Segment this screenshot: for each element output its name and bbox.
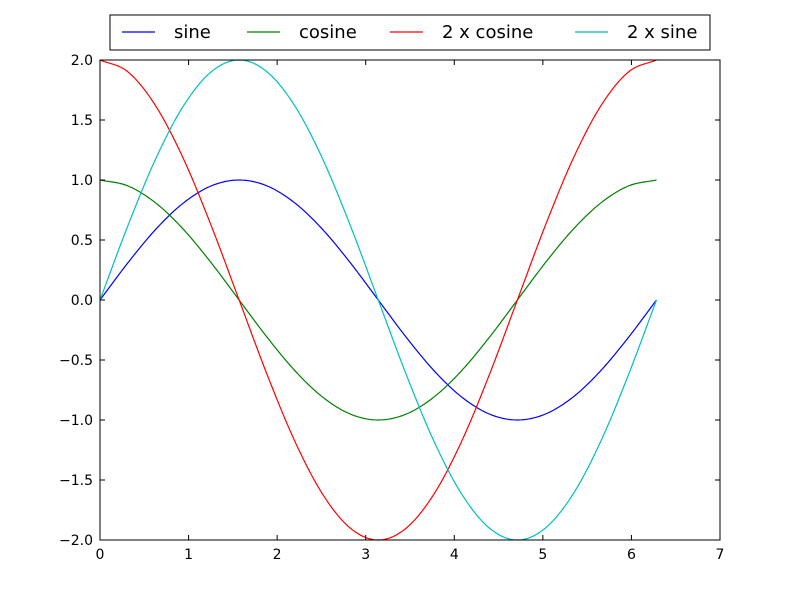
x-tick-label: 4	[450, 547, 459, 563]
x-tick-label: 6	[627, 547, 636, 563]
legend-label-0: sine	[174, 22, 211, 43]
ticks-layer: 0 1 2 3 4 5 6 7 −2.0 −1.5 −1.0 −0.5 0.0 0.5 1.0 1.5 2.0	[59, 53, 724, 563]
y-tick-label: 1.5	[71, 113, 93, 129]
x-tick-label: 7	[716, 547, 725, 563]
y-tick-label: −1.5	[59, 473, 93, 489]
y-tick-label: −2.0	[59, 533, 93, 549]
legend-label-3: 2 x sine	[627, 22, 697, 43]
y-tick-label: 1.0	[71, 173, 93, 189]
y-tick-label: 2.0	[71, 53, 93, 69]
x-tick-label: 3	[361, 547, 370, 563]
legend-label-1: cosine	[299, 22, 357, 43]
legend-label-2: 2 x cosine	[442, 22, 533, 43]
series-line-3	[99, 59, 658, 541]
x-tick-label: 0	[96, 547, 105, 563]
plot-area	[100, 60, 720, 540]
legend: sine cosine 2 x cosine 2 x sine	[109, 14, 711, 51]
y-tick-label: 0.0	[71, 293, 93, 309]
x-tick-label: 5	[538, 547, 547, 563]
y-tick-label: −0.5	[59, 353, 93, 369]
series-line-1	[99, 179, 657, 421]
x-tick-label: 1	[184, 547, 193, 563]
x-tick-label: 2	[273, 547, 282, 563]
y-tick-label: 0.5	[71, 233, 93, 249]
y-tick-label: −1.0	[59, 413, 93, 429]
